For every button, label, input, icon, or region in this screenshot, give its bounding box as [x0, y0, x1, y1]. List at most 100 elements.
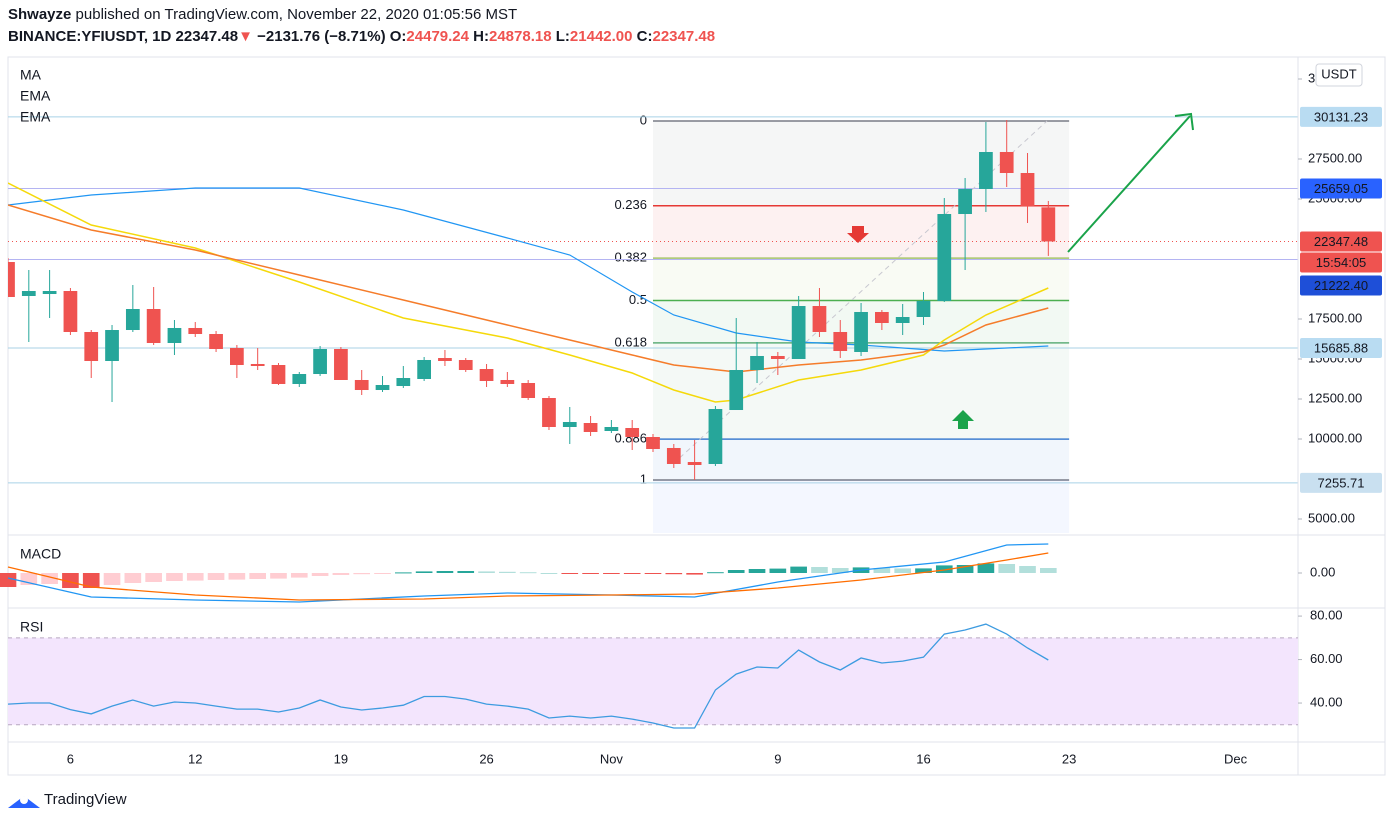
publish-line: Shwayze published on TradingView.com, No…	[8, 6, 517, 23]
fib-band	[653, 342, 1070, 440]
price-label-box	[1300, 275, 1382, 296]
macd-bar	[873, 568, 891, 573]
candle-body	[458, 359, 473, 371]
candle-body	[209, 334, 223, 349]
macd-bar	[228, 573, 246, 580]
fib-label: 0.382	[614, 250, 647, 265]
y-tick-label: 40.00	[1310, 694, 1343, 709]
macd-bar	[41, 573, 58, 584]
macd-bar	[603, 573, 620, 574]
fib-band	[653, 439, 1070, 480]
macd-bar	[353, 573, 371, 575]
price-axis: 5000.0010000.0012500.0015000.0017500.002…	[1298, 63, 1382, 525]
c-label: C:	[636, 28, 653, 45]
pane-title: MACD	[20, 546, 61, 562]
macd-bar	[395, 572, 412, 574]
candle-body	[396, 378, 411, 387]
currency-badge	[1315, 63, 1363, 87]
o-label: O:	[389, 28, 407, 45]
price-label-box	[1300, 252, 1382, 273]
price-label-box	[1300, 472, 1382, 493]
candle-body	[21, 291, 36, 296]
macd-bar	[707, 572, 724, 574]
price-label: 15685.88	[1314, 340, 1368, 355]
candle-body	[562, 422, 577, 427]
candle-body	[188, 327, 203, 335]
macd-bar	[831, 568, 849, 573]
candle-body	[625, 427, 640, 437]
candle-body	[812, 306, 827, 332]
candle-body	[646, 437, 660, 449]
rsi-line	[7, 623, 1049, 729]
macd-bar	[0, 573, 17, 587]
candle-body	[854, 311, 868, 352]
macd-bar	[748, 569, 766, 573]
open: 24479.24	[406, 28, 469, 45]
macd-bar	[290, 573, 308, 578]
candle-body	[167, 327, 182, 343]
macd-bar	[727, 570, 745, 573]
candle-body	[417, 359, 431, 379]
candle-body	[666, 447, 681, 464]
x-tick-label: Dec	[1224, 751, 1248, 766]
candle-body	[937, 214, 952, 301]
candle-body	[770, 355, 785, 359]
macd-bar	[665, 573, 683, 575]
macd-bar	[623, 573, 641, 574]
symbol-line: BINANCE:YFIUSDT, 1D 22347.48▼ −2131.76 (…	[8, 28, 715, 45]
candle-body	[42, 291, 57, 295]
macd-bar	[374, 573, 391, 574]
macd-bar	[1019, 566, 1036, 573]
macd-bar	[915, 568, 932, 573]
candle-body	[1041, 207, 1056, 242]
price-label: 25659.05	[1314, 181, 1368, 196]
down-arrow	[847, 226, 869, 243]
candle-body	[750, 355, 764, 371]
x-tick-label: 23	[1062, 751, 1076, 766]
low: 21442.00	[569, 28, 633, 45]
high: 24878.18	[489, 28, 552, 45]
candle-body	[354, 379, 369, 391]
candle-body	[438, 358, 452, 361]
fib-band	[653, 121, 1070, 206]
y-tick-label: 0.00	[1310, 564, 1335, 579]
fib-label: 1	[640, 471, 647, 486]
moving-average	[8, 204, 1049, 373]
price-label: 21222.40	[1314, 278, 1368, 293]
macd-line	[7, 543, 1049, 603]
macd-bar	[935, 565, 953, 573]
symbol: BINANCE:YFIUSDT, 1D	[8, 28, 172, 45]
macd-bar	[956, 565, 974, 573]
published: published on TradingView.com, November 2…	[71, 6, 518, 23]
macd-bar	[499, 571, 516, 573]
macd-bar	[478, 571, 495, 573]
price-label: 15:54:05	[1316, 255, 1367, 270]
y-tick-label: 17500.00	[1308, 310, 1362, 325]
candle-body	[583, 423, 598, 432]
y-tick-label: 10000.00	[1308, 430, 1362, 445]
candle-body	[375, 385, 390, 391]
x-tick-label: 9	[774, 751, 781, 766]
legend-entry: EMA	[20, 88, 51, 104]
y-tick-label: 12500.00	[1308, 390, 1362, 405]
x-tick-label: 19	[334, 751, 348, 766]
macd-bar	[998, 564, 1016, 573]
h-label: H:	[473, 28, 489, 45]
macd-bar	[270, 573, 287, 579]
close: 22347.48	[652, 28, 716, 45]
macd-bar	[82, 573, 100, 588]
moving-average	[8, 187, 1049, 352]
macd-bar	[436, 571, 454, 573]
candle-body	[8, 262, 15, 297]
currency: USDT	[1321, 66, 1356, 81]
candle-body	[230, 347, 244, 365]
candle-body	[521, 383, 536, 399]
price: 22347.48	[175, 28, 239, 45]
macd-line	[7, 552, 1049, 601]
candle-body	[292, 374, 307, 384]
target-arrow	[1067, 115, 1191, 253]
logo-icon	[20, 796, 28, 804]
